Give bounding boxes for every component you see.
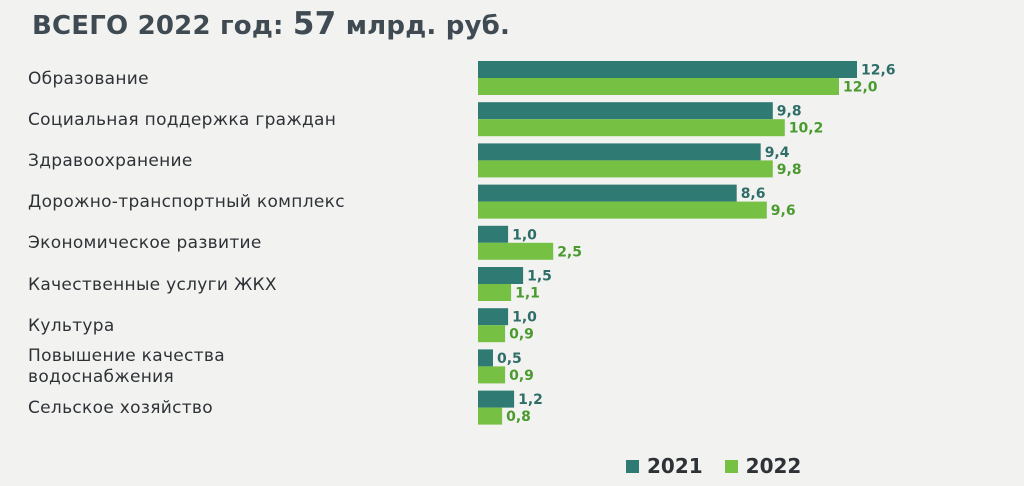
- bar-2022: [478, 78, 839, 95]
- data-label-2021: 12,6: [861, 63, 896, 79]
- bar-2021: [478, 349, 493, 366]
- data-label-2021: 1,2: [518, 392, 543, 408]
- bar-2022: [478, 366, 505, 383]
- data-label-2021: 9,4: [765, 145, 790, 161]
- bar-2021: [478, 226, 508, 243]
- legend-swatch-2021: [626, 460, 639, 473]
- bar-2021: [478, 185, 737, 202]
- bar-2021: [478, 391, 514, 408]
- data-label-2022: 1,1: [515, 286, 540, 302]
- data-label-2021: 9,8: [777, 104, 802, 120]
- data-label-2022: 9,8: [777, 162, 802, 178]
- data-label-2022: 9,6: [771, 203, 796, 219]
- bar-2022: [478, 325, 505, 342]
- data-label-2021: 1,0: [512, 310, 537, 326]
- bar-2022: [478, 119, 785, 136]
- bar-2021: [478, 143, 761, 160]
- legend: 2021 2022: [626, 454, 823, 478]
- bar-2022: [478, 160, 773, 177]
- legend-item-2022: 2022: [725, 454, 802, 478]
- bar-2022: [478, 284, 511, 301]
- data-label-2021: 1,0: [512, 227, 537, 243]
- legend-label-2021: 2021: [647, 454, 703, 478]
- data-label-2022: 12,0: [843, 80, 878, 96]
- bar-2022: [478, 243, 553, 260]
- data-label-2021: 1,5: [527, 269, 552, 285]
- data-label-2022: 0,9: [509, 327, 534, 343]
- legend-label-2022: 2022: [746, 454, 802, 478]
- data-label-2022: 0,8: [506, 409, 531, 425]
- bar-2022: [478, 408, 502, 425]
- legend-item-2021: 2021: [626, 454, 703, 478]
- bar-2021: [478, 267, 523, 284]
- bar-2021: [478, 61, 857, 78]
- legend-swatch-2022: [725, 460, 738, 473]
- data-label-2022: 0,9: [509, 368, 534, 384]
- bar-2021: [478, 308, 508, 325]
- data-label-2021: 0,5: [497, 351, 522, 367]
- bar-2022: [478, 202, 767, 219]
- data-label-2022: 2,5: [557, 244, 582, 260]
- data-label-2022: 10,2: [789, 121, 824, 137]
- data-label-2021: 8,6: [741, 186, 766, 202]
- bar-2021: [478, 102, 773, 119]
